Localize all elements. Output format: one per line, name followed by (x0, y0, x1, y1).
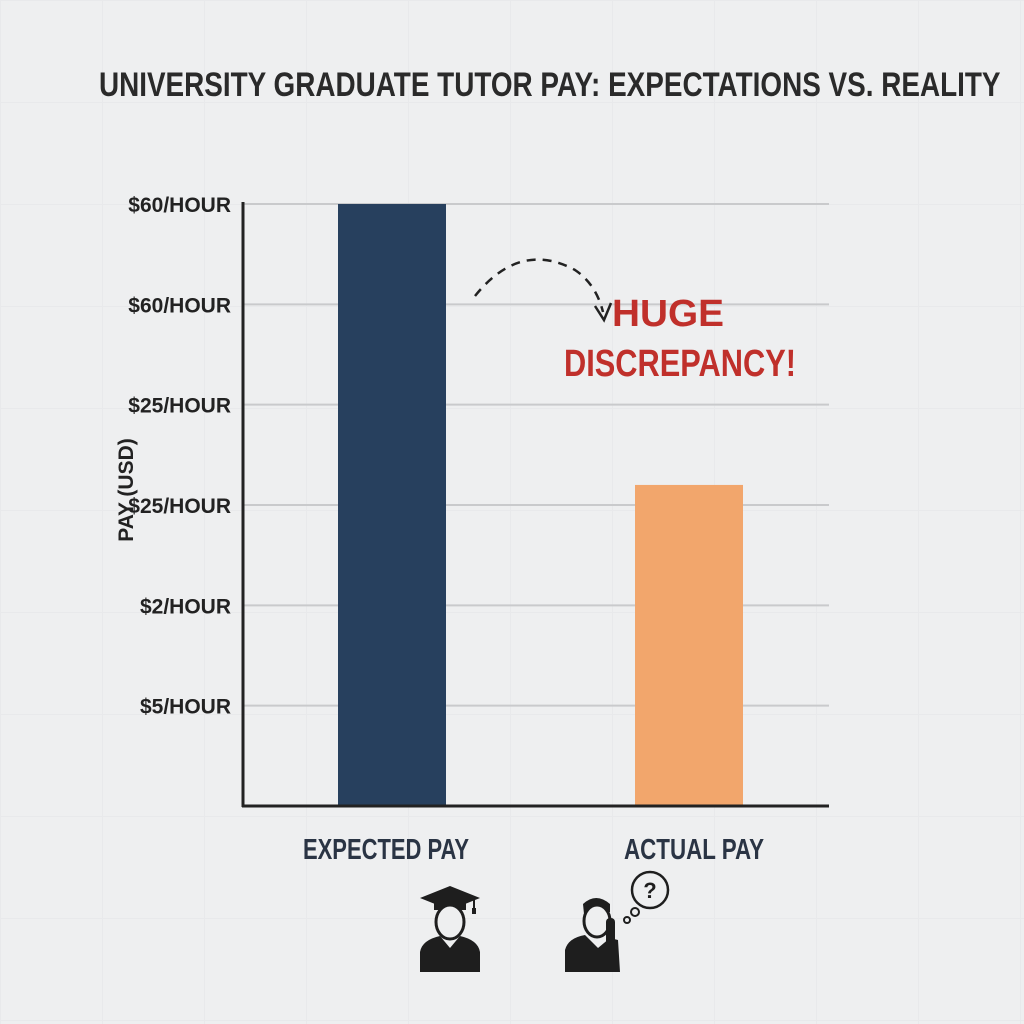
svg-text:?: ? (643, 878, 656, 903)
graduate-icon (420, 886, 480, 972)
y-tick-label: $25/HOUR (128, 395, 231, 418)
y-axis-label: PAY (USD) (115, 438, 138, 541)
dashed-curved-arrow (474, 258, 605, 313)
chart-title: UNIVERSITY GRADUATE TUTOR PAY: EXPECTATI… (98, 66, 1001, 104)
arrow-head-icon (593, 302, 613, 323)
annotation-line2: DISCREPANCY! (564, 343, 796, 385)
y-tick-label: $2/HOUR (140, 595, 231, 618)
y-tick-label: $60/HOUR (128, 294, 231, 317)
category-label-expected: EXPECTED PAY (303, 834, 469, 866)
y-tick-label: $5/HOUR (140, 696, 231, 719)
y-tick-label: $60/HOUR (128, 194, 231, 217)
category-label-actual: ACTUAL PAY (624, 834, 764, 866)
confused-person-icon: ? (565, 870, 670, 972)
bar-actual (635, 484, 743, 806)
y-tick-label: $25/HOUR (128, 495, 231, 518)
annotation-line1: HUGE (612, 293, 724, 335)
bar-expected (338, 204, 446, 806)
